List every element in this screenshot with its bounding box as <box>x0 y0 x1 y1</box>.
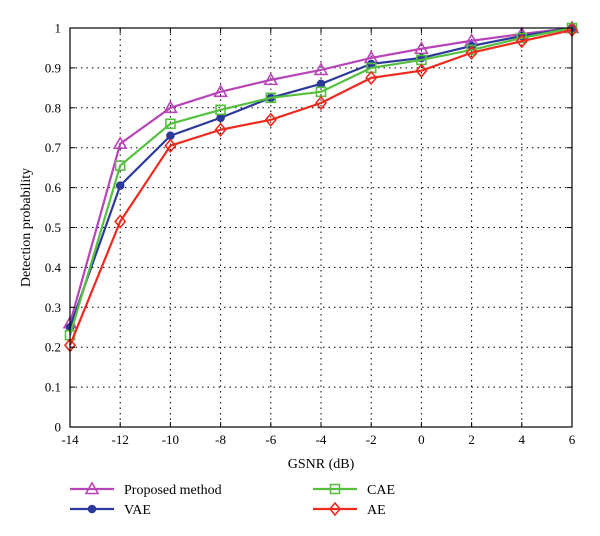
dot-marker <box>317 80 325 88</box>
y-tick-label: 0.9 <box>45 60 61 75</box>
legend-item: VAE <box>70 503 151 518</box>
legend-label: AE <box>367 503 386 518</box>
y-tick-label: 0.1 <box>45 380 61 395</box>
dot-marker <box>88 505 96 513</box>
y-tick-label: 0.8 <box>45 100 61 115</box>
x-tick-label: -10 <box>162 432 179 447</box>
y-tick-label: 0.5 <box>45 220 61 235</box>
y-tick-label: 0.6 <box>45 180 62 195</box>
x-tick-label: 4 <box>519 432 526 447</box>
series-layer <box>64 22 578 351</box>
legend-item: AE <box>313 503 386 518</box>
axis-ticks: -14 -12 -10 -8 -6 -4 -2 0 2 4 6 0 0.1 0.2 0.3 0.4 0.5 0.6… <box>45 21 576 448</box>
dot-marker <box>167 132 175 140</box>
legend-item: Proposed method <box>70 483 222 498</box>
legend-item: CAE <box>313 483 395 498</box>
dot-marker <box>116 182 124 190</box>
x-tick-label: 2 <box>468 432 475 447</box>
x-tick-label: -4 <box>316 432 327 447</box>
y-tick-label: 0 <box>55 420 62 435</box>
legend: Proposed method VAE CAE AE <box>70 483 395 518</box>
y-tick-label: 1 <box>55 21 62 36</box>
x-tick-label: 6 <box>569 432 576 447</box>
dot-marker <box>217 114 225 122</box>
legend-label: VAE <box>124 503 151 518</box>
y-tick-label: 0.2 <box>45 340 61 355</box>
x-tick-label: -6 <box>265 432 276 447</box>
x-tick-label: -8 <box>215 432 226 447</box>
x-tick-label: 0 <box>418 432 425 447</box>
y-tick-label: 0.4 <box>45 260 62 275</box>
legend-label: CAE <box>367 483 395 498</box>
x-axis-label: GSNR (dB) <box>288 457 355 472</box>
x-tick-label: -14 <box>61 432 79 447</box>
y-tick-label: 0.3 <box>45 300 61 315</box>
y-axis-label: Detection probability <box>19 168 34 287</box>
legend-label: Proposed method <box>124 483 222 498</box>
x-tick-label: -2 <box>366 432 377 447</box>
y-tick-label: 0.7 <box>45 140 62 155</box>
x-tick-label: -12 <box>112 432 129 447</box>
